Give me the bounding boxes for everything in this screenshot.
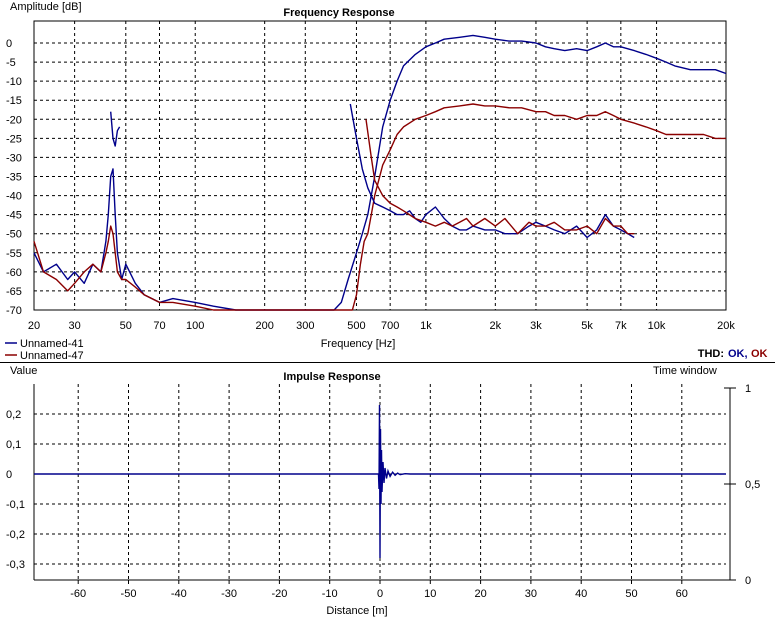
freq-y-tick-label: -65 — [6, 286, 22, 298]
impulse-chart-title: Impulse Response — [283, 371, 380, 383]
freq-y-tick-label: -25 — [6, 133, 22, 145]
legend-entry-1: Unnamed-41 — [20, 338, 84, 350]
freq-grid — [34, 21, 726, 310]
impulse-y-tick-labels: 0,2 0,1 0 -0,1 -0,2 -0,3 — [6, 409, 25, 571]
freq-y-tick-label: -5 — [6, 57, 16, 69]
impulse-x-tick-label: 50 — [625, 588, 637, 600]
freq-series-line-5 — [110, 111, 121, 147]
freq-y-tick-label: -40 — [6, 191, 22, 203]
freq-y-tick-label: 0 — [6, 38, 12, 50]
impulse-y-tick-label: 0,2 — [6, 409, 21, 421]
impulse-x-tick-labels: -60 -50 -40 -30 -20 -10 0 10 20 30 40 50 60 — [70, 588, 688, 600]
impulse-x-tick-label: -10 — [322, 588, 338, 600]
impulse-x-tick-label: -20 — [271, 588, 287, 600]
impulse-y-tick-label: -0,1 — [6, 499, 25, 511]
freq-x-tick-label: 20 — [28, 320, 40, 332]
freq-x-axis-label: Frequency [Hz] — [321, 338, 396, 350]
thd-value-1: OK, — [728, 348, 748, 360]
freq-x-tick-label: 700 — [381, 320, 399, 332]
time-window-tick-label: 1 — [745, 383, 751, 395]
time-window-label: Time window — [653, 365, 717, 377]
impulse-x-tick-label: -30 — [221, 588, 237, 600]
freq-x-tick-label: 5k — [581, 320, 593, 332]
impulse-x-tick-label: 10 — [424, 588, 436, 600]
freq-y-tick-label: -60 — [6, 267, 22, 279]
freq-y-axis-label: Amplitude [dB] — [10, 1, 82, 13]
freq-x-tick-label: 10k — [648, 320, 666, 332]
impulse-x-tick-label: -40 — [171, 588, 187, 600]
thd-status: THD: OK, OK — [698, 348, 768, 360]
freq-y-tick-label: -15 — [6, 95, 22, 107]
freq-x-tick-label: 200 — [255, 320, 273, 332]
freq-y-tick-label: -50 — [6, 229, 22, 241]
freq-y-tick-label: -30 — [6, 152, 22, 164]
impulse-y-tick-label: 0 — [6, 469, 12, 481]
freq-y-tick-label: -35 — [6, 172, 22, 184]
time-window-tick-label: 0 — [745, 575, 751, 587]
freq-x-tick-label: 2k — [490, 320, 502, 332]
freq-plot-frame — [33, 20, 727, 311]
impulse-x-tick-label: 20 — [474, 588, 486, 600]
thd-label: THD: — [698, 348, 724, 360]
freq-y-tick-label: -10 — [6, 76, 22, 88]
impulse-series-line-1 — [34, 404, 726, 559]
freq-series-line-2 — [33, 103, 726, 311]
impulse-y-tick-label: -0,3 — [6, 559, 25, 571]
freq-legend: Unnamed-41 Unnamed-47 — [5, 338, 84, 362]
freq-y-tick-labels: 0 -5 -10 -15 -20 -25 -30 -35 -40 -45 -50 -55 -60 -65 -… — [6, 38, 22, 317]
freq-x-tick-label: 500 — [347, 320, 365, 332]
freq-x-tick-label: 100 — [186, 320, 204, 332]
freq-y-tick-label: -70 — [6, 305, 22, 317]
freq-series-line-3 — [349, 103, 635, 239]
impulse-x-tick-label: 40 — [575, 588, 587, 600]
impulse-x-tick-label: -50 — [121, 588, 137, 600]
legend-entry-2: Unnamed-47 — [20, 350, 84, 362]
time-window-tick-label: 0,5 — [745, 479, 760, 491]
time-window-axis: 10,50 — [724, 383, 760, 587]
freq-y-tick-label: -20 — [6, 114, 22, 126]
freq-x-tick-label: 7k — [615, 320, 627, 332]
impulse-x-tick-label: 30 — [525, 588, 537, 600]
freq-series-line-4 — [365, 119, 635, 235]
freq-chart-title: Frequency Response — [283, 7, 394, 19]
freq-x-tick-label: 70 — [153, 320, 165, 332]
impulse-x-tick-label: -60 — [70, 588, 86, 600]
freq-x-tick-label: 300 — [296, 320, 314, 332]
thd-value-2: OK — [751, 348, 768, 360]
impulse-series-lines — [34, 404, 726, 559]
impulse-y-tick-label: -0,2 — [6, 529, 25, 541]
impulse-x-axis-label: Distance [m] — [326, 605, 387, 617]
freq-x-tick-label: 3k — [530, 320, 542, 332]
freq-series-lines — [33, 34, 727, 311]
freq-y-tick-label: -55 — [6, 248, 22, 260]
impulse-x-tick-label: 0 — [377, 588, 383, 600]
freq-x-tick-label: 50 — [120, 320, 132, 332]
freq-x-tick-label: 20k — [717, 320, 735, 332]
freq-y-tick-label: -45 — [6, 210, 22, 222]
impulse-y-axis-label: Value — [10, 365, 37, 377]
impulse-y-tick-label: 0,1 — [6, 439, 21, 451]
freq-x-tick-label: 30 — [68, 320, 80, 332]
impulse-x-tick-label: 60 — [676, 588, 688, 600]
freq-x-tick-labels: 20 30 50 70 100 200 300 500 700 1k 2k 3k 5k 7k 10k 20k — [28, 320, 735, 332]
freq-x-tick-label: 1k — [420, 320, 432, 332]
